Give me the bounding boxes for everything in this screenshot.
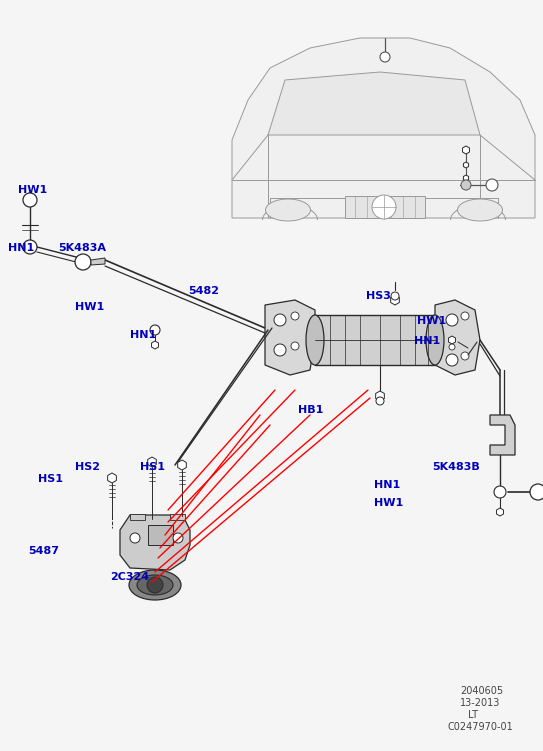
Text: 2C324: 2C324 <box>110 572 149 582</box>
Circle shape <box>461 180 471 190</box>
Circle shape <box>494 486 506 498</box>
Ellipse shape <box>426 315 444 365</box>
Circle shape <box>391 292 399 300</box>
Polygon shape <box>449 336 456 344</box>
Circle shape <box>461 352 469 360</box>
Circle shape <box>173 533 183 543</box>
Polygon shape <box>265 300 315 375</box>
Text: 2040605: 2040605 <box>460 686 503 696</box>
Text: HN1: HN1 <box>130 330 156 340</box>
Polygon shape <box>91 258 105 265</box>
Polygon shape <box>463 175 469 181</box>
Text: HS1: HS1 <box>140 462 165 472</box>
Polygon shape <box>268 72 480 135</box>
Text: HW1: HW1 <box>374 498 403 508</box>
Polygon shape <box>435 300 480 375</box>
Text: HW1: HW1 <box>18 185 47 195</box>
Polygon shape <box>376 391 384 401</box>
Circle shape <box>461 312 469 320</box>
Circle shape <box>147 577 163 593</box>
Text: HS3: HS3 <box>366 291 391 301</box>
Text: 5482: 5482 <box>188 286 219 296</box>
Circle shape <box>449 344 455 350</box>
Text: C0247970-01: C0247970-01 <box>447 722 513 732</box>
Circle shape <box>446 314 458 326</box>
Text: HS2: HS2 <box>75 462 100 472</box>
Ellipse shape <box>458 199 502 221</box>
Circle shape <box>530 484 543 500</box>
Circle shape <box>23 193 37 207</box>
Circle shape <box>130 533 140 543</box>
Text: HN1: HN1 <box>414 336 440 346</box>
Circle shape <box>23 240 37 254</box>
Text: 5487: 5487 <box>28 546 59 556</box>
Circle shape <box>380 52 390 62</box>
Polygon shape <box>463 162 469 168</box>
Text: HB1: HB1 <box>298 405 324 415</box>
Polygon shape <box>496 508 503 516</box>
Polygon shape <box>232 38 535 218</box>
Polygon shape <box>120 515 190 570</box>
Text: HW1: HW1 <box>75 302 104 312</box>
Text: HN1: HN1 <box>8 243 34 253</box>
Polygon shape <box>490 415 515 455</box>
Polygon shape <box>390 295 399 305</box>
Bar <box>345 196 425 218</box>
Circle shape <box>446 354 458 366</box>
Circle shape <box>75 254 91 270</box>
Circle shape <box>291 312 299 320</box>
Text: HN1: HN1 <box>374 480 400 490</box>
Text: HS1: HS1 <box>38 474 63 484</box>
Ellipse shape <box>129 570 181 600</box>
Circle shape <box>274 344 286 356</box>
Circle shape <box>486 179 498 191</box>
Polygon shape <box>178 460 186 470</box>
Text: 13-2013: 13-2013 <box>460 698 501 708</box>
Text: LT: LT <box>468 710 478 720</box>
Ellipse shape <box>266 199 311 221</box>
Text: 5K483B: 5K483B <box>432 462 480 472</box>
Circle shape <box>291 342 299 350</box>
Ellipse shape <box>137 575 173 595</box>
Text: 5K483A: 5K483A <box>58 243 106 253</box>
Polygon shape <box>148 457 156 467</box>
Bar <box>130 514 145 520</box>
Text: HW1: HW1 <box>417 316 446 326</box>
Polygon shape <box>151 341 159 349</box>
Circle shape <box>150 325 160 335</box>
Circle shape <box>376 397 384 405</box>
Circle shape <box>274 314 286 326</box>
Ellipse shape <box>306 315 324 365</box>
Bar <box>315 315 435 365</box>
Bar <box>148 525 173 545</box>
Circle shape <box>372 195 396 219</box>
Polygon shape <box>108 473 116 483</box>
Bar <box>170 514 185 520</box>
Polygon shape <box>463 146 470 154</box>
